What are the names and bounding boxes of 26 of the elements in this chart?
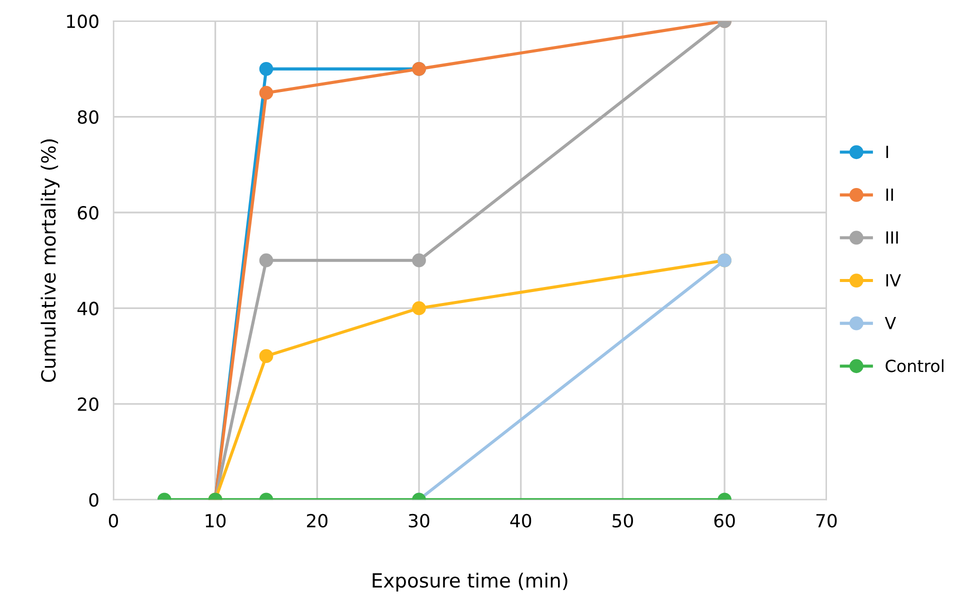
- y-axis-title: Cumulative mortality (%): [40, 139, 60, 382]
- x-tick-label: 60: [714, 514, 735, 528]
- legend-label: I: [886, 146, 888, 158]
- y-tick-label: 20: [78, 397, 98, 412]
- x-tick-label: 70: [816, 514, 837, 528]
- x-tick-label: 50: [612, 514, 633, 528]
- y-tick-label: 40: [77, 302, 98, 316]
- legend-label: IV: [886, 274, 901, 286]
- x-tick-label: 10: [206, 514, 226, 528]
- x-tick-label: 0: [108, 514, 118, 528]
- point: [412, 301, 426, 316]
- y-tick-label: 60: [78, 206, 98, 220]
- x-tick-label: 40: [510, 514, 532, 528]
- legend-label: III: [886, 231, 898, 244]
- legend-label: V: [884, 317, 896, 330]
- y-tick-label: 0: [89, 493, 98, 507]
- legend-label: II: [886, 188, 893, 201]
- x-axis-title: Exposure time (min): [372, 572, 568, 592]
- y-tick-label: 100: [67, 14, 98, 28]
- x-tick-label: 30: [408, 514, 430, 528]
- point: [259, 253, 274, 268]
- legend-label: Control: [886, 359, 944, 372]
- point: [412, 253, 426, 268]
- y-tick-label: 80: [78, 110, 98, 124]
- x-tick-label: 20: [306, 514, 328, 528]
- point: [259, 349, 274, 364]
